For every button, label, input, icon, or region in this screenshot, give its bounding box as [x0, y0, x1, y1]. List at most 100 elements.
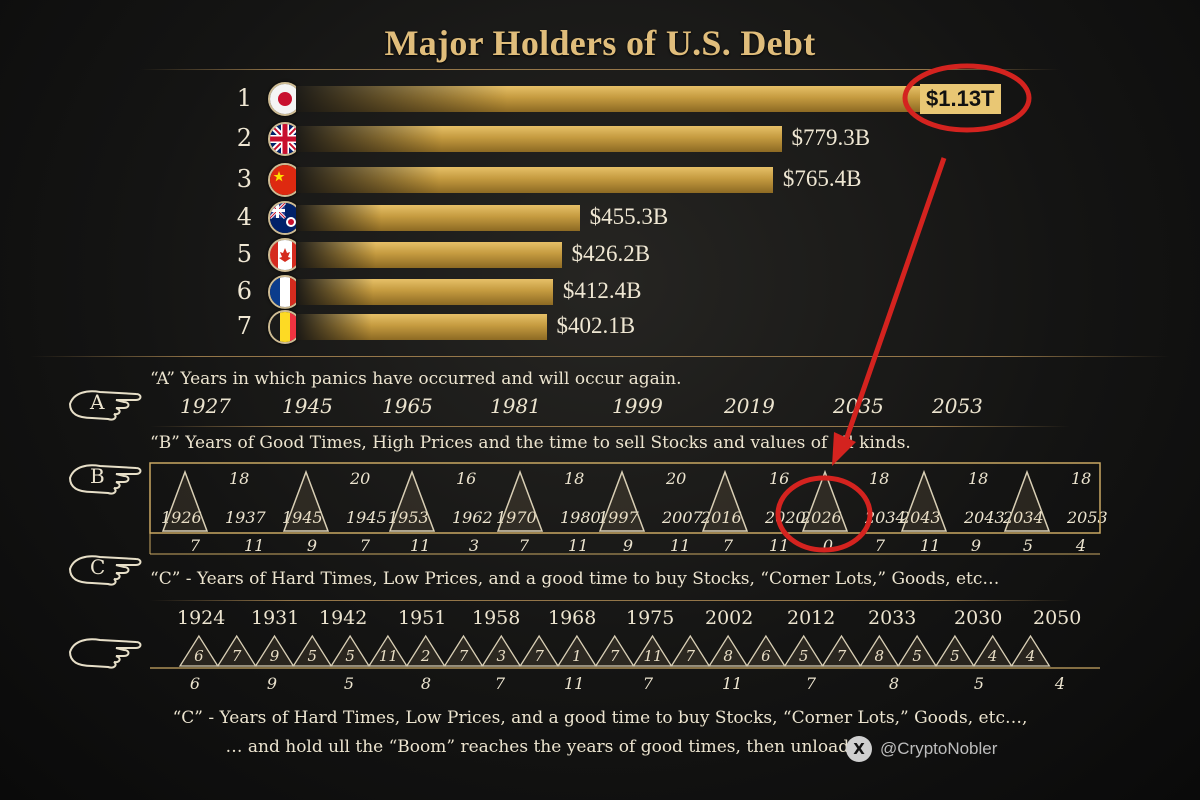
hand-letter: A: [90, 390, 105, 414]
peak-start-year: 1997: [598, 508, 639, 527]
peak-start-year: 2026: [801, 508, 842, 527]
bar-mark: [296, 279, 553, 305]
trough-number: 8: [874, 647, 885, 665]
peak-duration: 18: [1071, 469, 1092, 488]
cycle-number: 6: [189, 674, 201, 693]
peak-duration: 20: [666, 469, 687, 488]
pointing-hand-icon: [66, 549, 146, 593]
interval-number: 11: [769, 536, 790, 555]
pointing-hand-icon: [66, 458, 146, 502]
peak-end-year: 1980: [560, 508, 601, 527]
interval-number: 5: [1022, 536, 1034, 555]
trough-number: 4: [1025, 647, 1036, 665]
cycle-number: 5: [343, 674, 355, 693]
buy-year: 1924: [177, 607, 226, 629]
x-logo-icon: X: [846, 736, 872, 762]
bars-divider: [30, 356, 1170, 357]
interval-number: 7: [518, 536, 530, 555]
peak-end-year: 2020: [765, 508, 806, 527]
cycle-number: 8: [888, 674, 900, 693]
cayman-flag-icon: [268, 201, 302, 235]
bar-rank: 6: [236, 277, 252, 305]
trough-number: 1: [572, 647, 582, 665]
cycle-number: 9: [266, 674, 278, 693]
trough-number: 7: [534, 647, 544, 665]
peak-start-year: 1926: [161, 508, 202, 527]
hand-letter: B: [90, 464, 105, 488]
interval-number: 11: [410, 536, 431, 555]
interval-number: 7: [874, 536, 886, 555]
buy-year: 1942: [319, 607, 368, 629]
peak-start-year: 2043: [900, 508, 941, 527]
interval-number: 7: [359, 536, 371, 555]
trough-number: 5: [307, 647, 318, 665]
trough-number: 7: [836, 647, 847, 665]
panel-c-divider: [150, 600, 1070, 601]
panic-year: 2035: [833, 394, 884, 418]
cycle-number: 5: [973, 674, 985, 693]
bar-mark: [296, 242, 562, 268]
peak-end-year: 2007: [662, 508, 703, 527]
panel-c-caption: “C” - Years of Hard Times, Low Prices, a…: [150, 569, 1000, 589]
peak-start-year: 1953: [388, 508, 429, 527]
title-divider: [140, 69, 1060, 70]
bar-value-label: $426.2B: [571, 241, 651, 266]
buy-year: 1958: [472, 607, 521, 629]
trough-number: 5: [798, 647, 809, 665]
peak-duration: 18: [564, 469, 585, 488]
panic-year: 2019: [724, 394, 775, 418]
trough-number: 7: [685, 647, 696, 665]
peak-start-year: 1945: [282, 508, 323, 527]
bar-mark: [296, 314, 547, 340]
bar-mark: [296, 205, 580, 231]
peak-duration: 18: [229, 469, 250, 488]
panic-year: 2053: [932, 394, 983, 418]
panic-year: 1999: [612, 394, 663, 418]
trough-number: 7: [458, 647, 469, 665]
buy-year: 1931: [251, 607, 300, 629]
trough-number: 11: [643, 647, 663, 665]
trough-number: 4: [987, 647, 998, 665]
interval-number: 11: [670, 536, 691, 555]
interval-number: 7: [722, 536, 734, 555]
bar-rank: 1: [236, 84, 252, 112]
trough-number: 5: [912, 647, 922, 665]
panic-year: 1981: [490, 394, 541, 418]
interval-number: 11: [920, 536, 941, 555]
interval-number: 11: [244, 536, 265, 555]
peak-end-year: 2053: [1067, 508, 1108, 527]
interval-number: 3: [468, 536, 480, 555]
trough-number: 7: [609, 647, 620, 665]
bar-value-label: $412.4B: [562, 278, 642, 303]
bar-mark: [296, 86, 1000, 112]
footer-line-2: … and hold ull the “Boom” reaches the ye…: [225, 737, 855, 757]
cycle-number: 11: [722, 674, 743, 693]
buy-year: 2050: [1033, 607, 1082, 629]
trough-number: 2: [420, 647, 431, 665]
peak-end-year: 2043: [964, 508, 1005, 527]
cycle-number: 4: [1054, 674, 1066, 693]
interval-number: 4: [1075, 536, 1087, 555]
buy-year: 1968: [548, 607, 597, 629]
buy-year: 2030: [954, 607, 1003, 629]
bar-value-label: $1.13T: [920, 84, 1001, 114]
bar-value-label: $765.4B: [782, 166, 862, 191]
bar-mark: [296, 167, 773, 193]
peak-start-year: 2016: [701, 508, 742, 527]
interval-number: 9: [622, 536, 634, 555]
social-handle: @CryptoNobler: [880, 739, 998, 758]
peak-duration: 16: [456, 469, 477, 488]
interval-number: 9: [970, 536, 982, 555]
peak-duration: 16: [769, 469, 790, 488]
buy-year: 1951: [398, 607, 447, 629]
bar-value-label: $402.1B: [556, 313, 636, 338]
panel-a-caption: “A” Years in which panics have occurred …: [150, 369, 682, 389]
buy-year: 2012: [787, 607, 836, 629]
peak-start-year: 1970: [496, 508, 537, 527]
buy-year: 2002: [705, 607, 754, 629]
panel-b-caption: “B” Years of Good Times, High Prices and…: [150, 433, 911, 453]
cycle-number: 7: [642, 674, 654, 693]
trough-number: 3: [496, 647, 507, 665]
buy-year: 1975: [626, 607, 675, 629]
pointing-hand-icon: [66, 384, 146, 428]
